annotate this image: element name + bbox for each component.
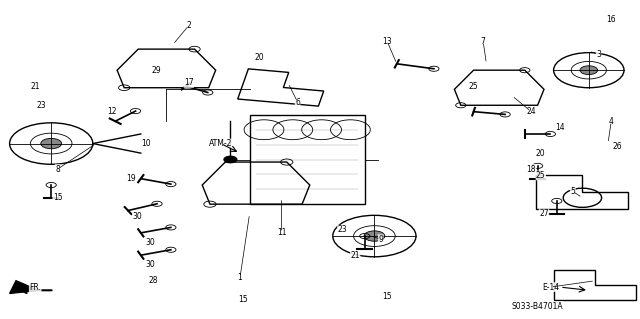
Text: 15: 15 (382, 292, 392, 301)
Text: 17: 17 (184, 78, 194, 87)
Text: 14: 14 (555, 123, 565, 132)
Circle shape (364, 231, 385, 241)
Text: 16: 16 (606, 15, 616, 24)
Text: 27: 27 (539, 209, 549, 218)
Text: 5: 5 (570, 187, 575, 196)
Text: 6: 6 (295, 98, 300, 107)
Text: ATM-2: ATM-2 (209, 139, 232, 148)
Text: 15: 15 (52, 193, 63, 202)
Text: 11: 11 (277, 228, 286, 237)
Text: 30: 30 (145, 238, 156, 247)
Text: 8: 8 (55, 165, 60, 174)
Text: 25: 25 (536, 171, 546, 180)
Text: FR.: FR. (29, 283, 41, 292)
Text: 24: 24 (526, 107, 536, 116)
Text: 7: 7 (481, 37, 486, 46)
Text: 21: 21 (351, 251, 360, 260)
Text: 9: 9 (378, 235, 383, 244)
Text: 10: 10 (141, 139, 151, 148)
Circle shape (224, 156, 237, 163)
Text: 30: 30 (132, 212, 143, 221)
Text: 20: 20 (536, 149, 546, 158)
Text: 18: 18 (527, 165, 536, 174)
Text: 23: 23 (337, 225, 348, 234)
Text: 15: 15 (238, 295, 248, 304)
Text: S033-B4701A: S033-B4701A (512, 302, 563, 311)
Circle shape (580, 66, 598, 75)
Text: 4: 4 (609, 117, 614, 126)
Text: E-14: E-14 (542, 283, 559, 292)
Text: 23: 23 (36, 101, 47, 110)
Text: 2: 2 (186, 21, 191, 30)
Text: 19: 19 (126, 174, 136, 183)
Text: 3: 3 (596, 50, 601, 59)
Text: 25: 25 (468, 82, 479, 91)
Text: 21: 21 (31, 82, 40, 91)
Text: 1: 1 (237, 273, 243, 282)
Polygon shape (10, 281, 38, 293)
Text: 26: 26 (612, 142, 623, 151)
Text: 29: 29 (152, 66, 162, 75)
Text: 28: 28 (149, 276, 158, 285)
Text: 13: 13 (382, 37, 392, 46)
Text: 20: 20 (254, 53, 264, 62)
Text: 12: 12 (108, 107, 116, 116)
Text: 30: 30 (145, 260, 156, 269)
Circle shape (41, 138, 61, 149)
